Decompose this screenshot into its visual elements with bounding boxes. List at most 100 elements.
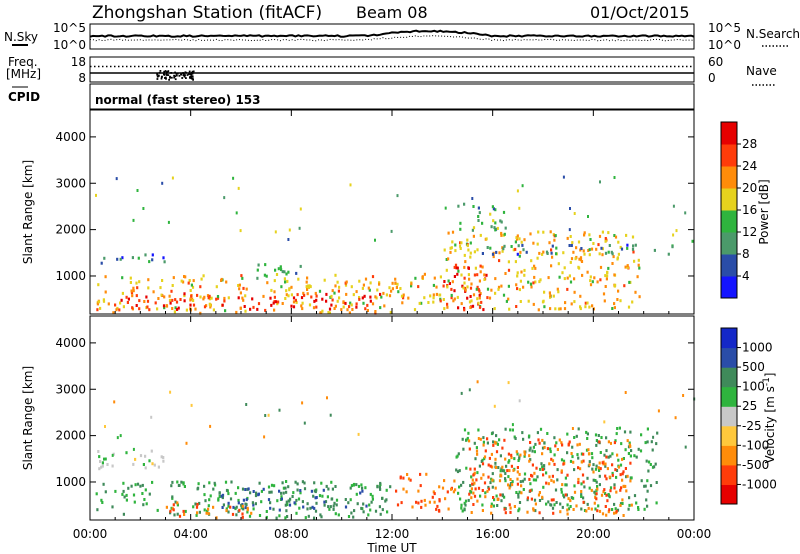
velocity-cell — [496, 504, 499, 507]
velocity-cell — [503, 507, 506, 511]
velocity-cell — [541, 446, 545, 450]
power-cell — [456, 295, 459, 299]
velocity-cell — [227, 510, 230, 514]
power-cell — [334, 304, 337, 308]
power-cell — [104, 290, 107, 294]
power-cell — [583, 231, 586, 235]
power-cell — [478, 293, 481, 297]
power-cell — [272, 301, 275, 305]
velocity-cell — [576, 453, 579, 457]
velocity-cell — [103, 457, 106, 461]
velocity-cell — [553, 453, 556, 457]
velocity-cell — [528, 448, 531, 452]
x-tick-label: 08:00 — [274, 527, 309, 541]
power-cell — [162, 304, 166, 308]
velocity-cell — [616, 508, 620, 512]
velocity-cell — [570, 496, 573, 500]
velocity-cell — [371, 494, 374, 498]
power-cell — [589, 279, 592, 283]
power-cell — [491, 252, 495, 256]
velocity-cell — [281, 481, 284, 485]
power-cell — [520, 240, 523, 244]
velocity-cell — [489, 464, 492, 468]
velocity-cell — [371, 497, 374, 501]
velocity-cell — [349, 486, 352, 490]
freq-scatter-point — [183, 72, 185, 75]
power-speckle — [613, 176, 616, 179]
power-cell — [549, 294, 552, 298]
velocity-cell — [314, 496, 317, 500]
velocity-cell — [508, 486, 511, 490]
power-cell — [249, 307, 252, 311]
velocity-cell — [203, 493, 206, 497]
velocity-cell — [591, 467, 594, 471]
power-cell — [344, 301, 347, 305]
power-cell — [546, 252, 549, 255]
velocity-cell — [268, 490, 271, 494]
velocity-cell — [318, 494, 322, 498]
power-cell — [530, 285, 533, 289]
power-cell — [238, 283, 241, 287]
velocity-cell — [182, 482, 185, 486]
power-cell — [616, 298, 619, 301]
velocity-cell — [594, 479, 597, 482]
power-colorbar-tick-label: 4 — [742, 269, 750, 283]
velocity-cell — [344, 498, 347, 501]
power-cell — [466, 285, 469, 289]
velocity-cell — [176, 503, 179, 507]
power-cell — [389, 310, 392, 314]
velocity-cell — [438, 485, 441, 489]
velocity-cell — [438, 499, 441, 503]
velocity-cell — [294, 480, 297, 484]
velocity-cell — [555, 441, 558, 445]
velocity-cell — [295, 498, 298, 502]
power-cell — [504, 272, 507, 275]
power-cell — [418, 301, 421, 305]
power-cell — [555, 246, 558, 250]
power-cell — [533, 264, 536, 268]
power-cell — [185, 308, 188, 312]
power-cell — [331, 298, 334, 302]
velocity-cell — [531, 449, 534, 453]
x-tick-label: 20:00 — [576, 527, 611, 541]
velocity-speckle — [263, 435, 266, 439]
velocity-cell — [508, 469, 511, 473]
velocity-cell — [509, 510, 512, 514]
power-cell — [439, 299, 442, 303]
velocity-cell — [232, 505, 235, 509]
freq-scatter-point — [165, 71, 168, 73]
velocity-colorbar-tick-label: -100 — [742, 438, 769, 452]
power-cell — [531, 266, 534, 270]
power-speckle — [274, 230, 277, 234]
velocity-cell — [482, 473, 485, 477]
power-cell — [510, 245, 513, 248]
velocity-cell — [490, 511, 493, 515]
power-cell — [239, 291, 242, 295]
power-cell — [616, 256, 619, 260]
velocity-cell — [468, 492, 471, 496]
power-cell — [399, 287, 402, 290]
velocity-cell — [260, 500, 263, 504]
velocity-ytick-label: 2000 — [55, 429, 86, 443]
power-data — [95, 175, 694, 315]
velocity-cell — [608, 508, 611, 512]
velocity-cell — [378, 485, 381, 489]
velocity-cell — [622, 470, 625, 474]
power-colorbar-swatch — [721, 232, 737, 255]
power-cell — [432, 293, 435, 297]
velocity-cell — [607, 510, 610, 514]
velocity-cell — [627, 445, 631, 449]
velocity-cell — [572, 508, 575, 511]
freq-right-tick-top: 60 — [708, 55, 723, 69]
velocity-cell — [476, 499, 479, 503]
freq-scatter-point — [158, 71, 161, 74]
x-tick-label: 00:00 — [677, 527, 712, 541]
velocity-cell — [597, 434, 600, 437]
velocity-speckle — [511, 423, 514, 427]
velocity-cell — [473, 467, 476, 471]
power-cell — [374, 310, 377, 313]
power-cell — [568, 274, 571, 278]
power-cell — [199, 295, 202, 299]
velocity-cell — [604, 462, 607, 466]
